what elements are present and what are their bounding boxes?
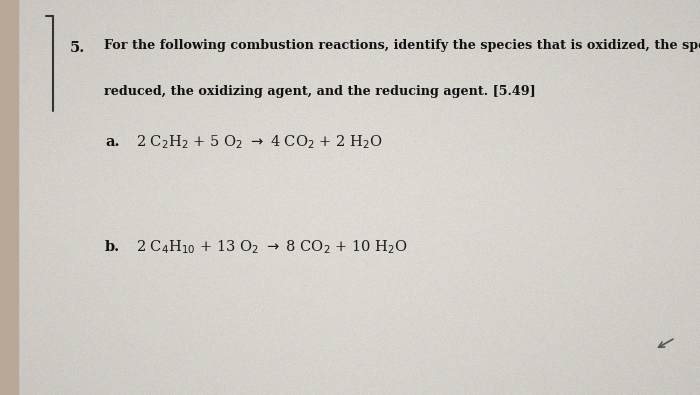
Text: 5.: 5. <box>70 41 85 55</box>
Text: b.: b. <box>105 240 120 254</box>
Text: 2 C$_4$H$_{10}$ + 13 O$_2$ $\rightarrow$ 8 CO$_2$ + 10 H$_2$O: 2 C$_4$H$_{10}$ + 13 O$_2$ $\rightarrow$… <box>136 238 409 256</box>
Text: reduced, the oxidizing agent, and the reducing agent. [5.49]: reduced, the oxidizing agent, and the re… <box>104 85 536 98</box>
Text: 2 C$_2$H$_2$ + 5 O$_2$ $\rightarrow$ 4 CO$_2$ + 2 H$_2$O: 2 C$_2$H$_2$ + 5 O$_2$ $\rightarrow$ 4 C… <box>136 134 384 151</box>
Text: a.: a. <box>105 135 120 149</box>
Bar <box>0 0 18 395</box>
Text: For the following combustion reactions, identify the species that is oxidized, t: For the following combustion reactions, … <box>104 40 700 53</box>
